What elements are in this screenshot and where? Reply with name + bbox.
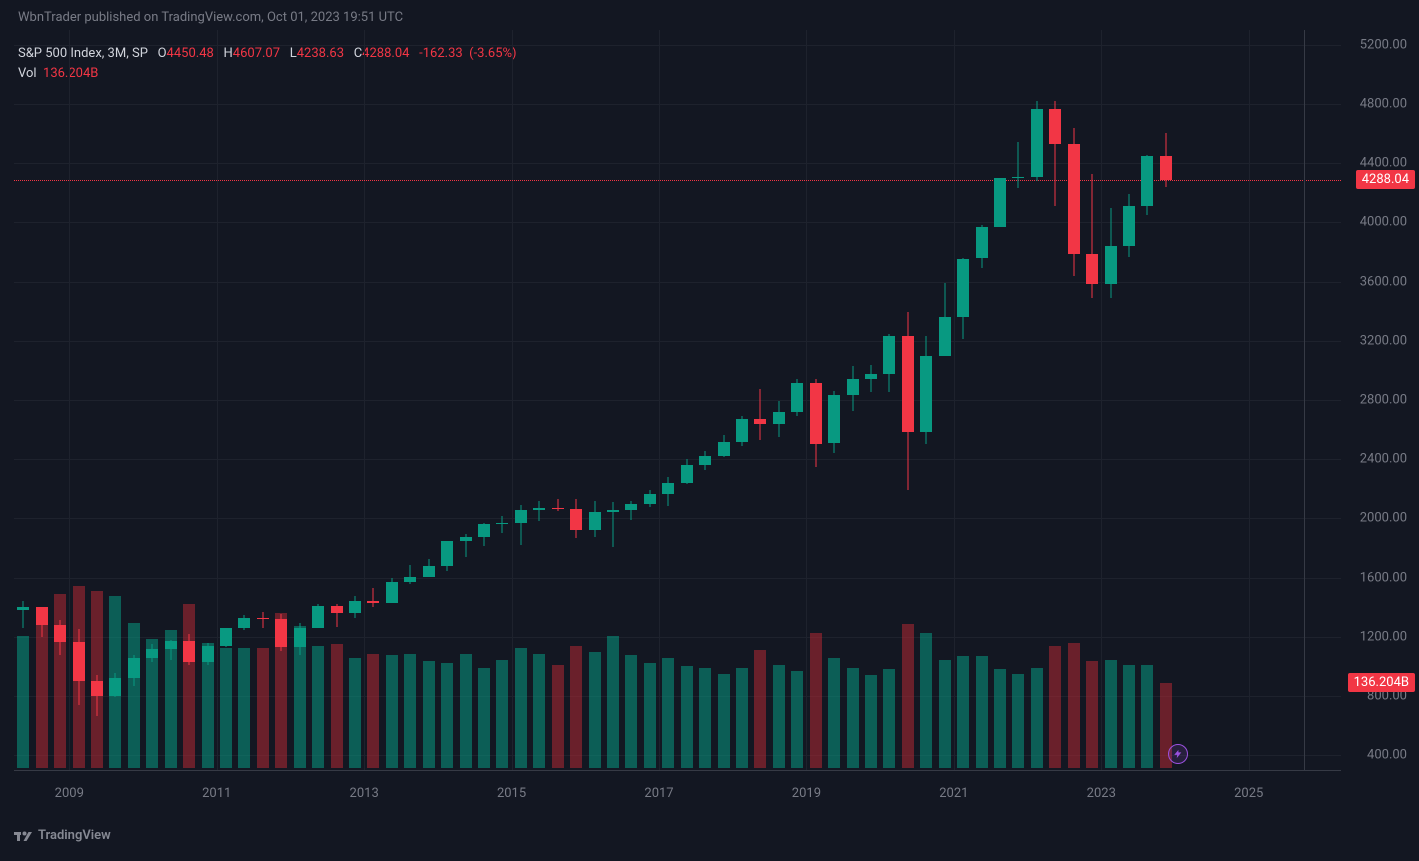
volume-bar [441,663,453,768]
volume-bar [496,660,508,768]
volume-bar [17,636,29,768]
volume-bar [349,658,361,768]
volume-bar [644,663,656,768]
tradingview-icon [14,830,32,842]
volume-bar [1012,674,1024,768]
volume-bar [699,668,711,768]
volume-bar [1123,665,1135,768]
volume-bar [625,655,637,768]
volume-bar [681,666,693,768]
volume-bar [423,661,435,768]
volume-bar [1031,668,1043,768]
volume-bar [773,665,785,768]
last-volume-badge: 136.204B [1348,673,1415,692]
volume-bar [736,668,748,768]
volume-bar [386,655,398,768]
volume-bar [902,624,914,768]
footer-logo: TradingView [14,828,111,843]
volume-bar [810,633,822,768]
ohlc-low: 4238.63 [297,46,344,61]
volume-bar [1086,661,1098,768]
volume-bar [515,648,527,768]
volume-bar [662,658,674,768]
volume-bar [552,665,564,768]
plot-right-border [1304,30,1305,770]
snapshot-icon[interactable] [1168,744,1188,764]
volume-bar [367,654,379,768]
volume-bar [883,669,895,768]
volume-bar [865,675,877,768]
plot-bottom-border [14,770,1341,771]
volume-bar [1049,646,1061,768]
volume-bar [589,652,601,768]
chart-area[interactable]: WbnTrader published on TradingView.com, … [0,0,1419,861]
attribution-text: WbnTrader published on TradingView.com, … [18,10,403,25]
volume-bar [1068,643,1080,768]
volume-bar [404,654,416,768]
volume-bar [183,604,195,768]
volume-bar [939,660,951,768]
volume-bar [220,648,232,768]
volume-bar [754,650,766,768]
volume-bar [791,671,803,768]
legend: S&P 500 Index, 3M, SP O4450.48 H4607.07 … [18,44,517,84]
volume-bar [607,636,619,768]
ohlc-close: 4288.04 [362,46,409,61]
change-abs: -162.33 [419,46,463,61]
ohlc-open: 4450.48 [167,46,214,61]
symbol-label: S&P 500 Index, 3M, SP [18,46,148,61]
volume-bar [460,654,472,768]
volume-bar [36,614,48,768]
volume-bar [257,648,269,768]
volume-bar [533,654,545,768]
volume-bar [957,656,969,768]
volume-bar [238,648,250,768]
volume-bar [828,658,840,768]
change-pct: (-3.65%) [469,46,516,61]
volume-bar [847,668,859,768]
volume-bar [331,644,343,768]
volume-bar [312,646,324,768]
volume-bar [976,656,988,768]
volume-bar [1105,660,1117,768]
volume-bar [570,646,582,768]
volume-bar [478,668,490,768]
last-price-badge: 4288.04 [1356,170,1415,189]
ohlc-high: 4607.07 [233,46,280,61]
volume-bar [1141,665,1153,768]
volume-bar [920,633,932,768]
volume-value: 136.204B [43,66,98,81]
volume-bar [128,623,140,768]
volume-bar [994,669,1006,768]
volume-bar [718,674,730,768]
